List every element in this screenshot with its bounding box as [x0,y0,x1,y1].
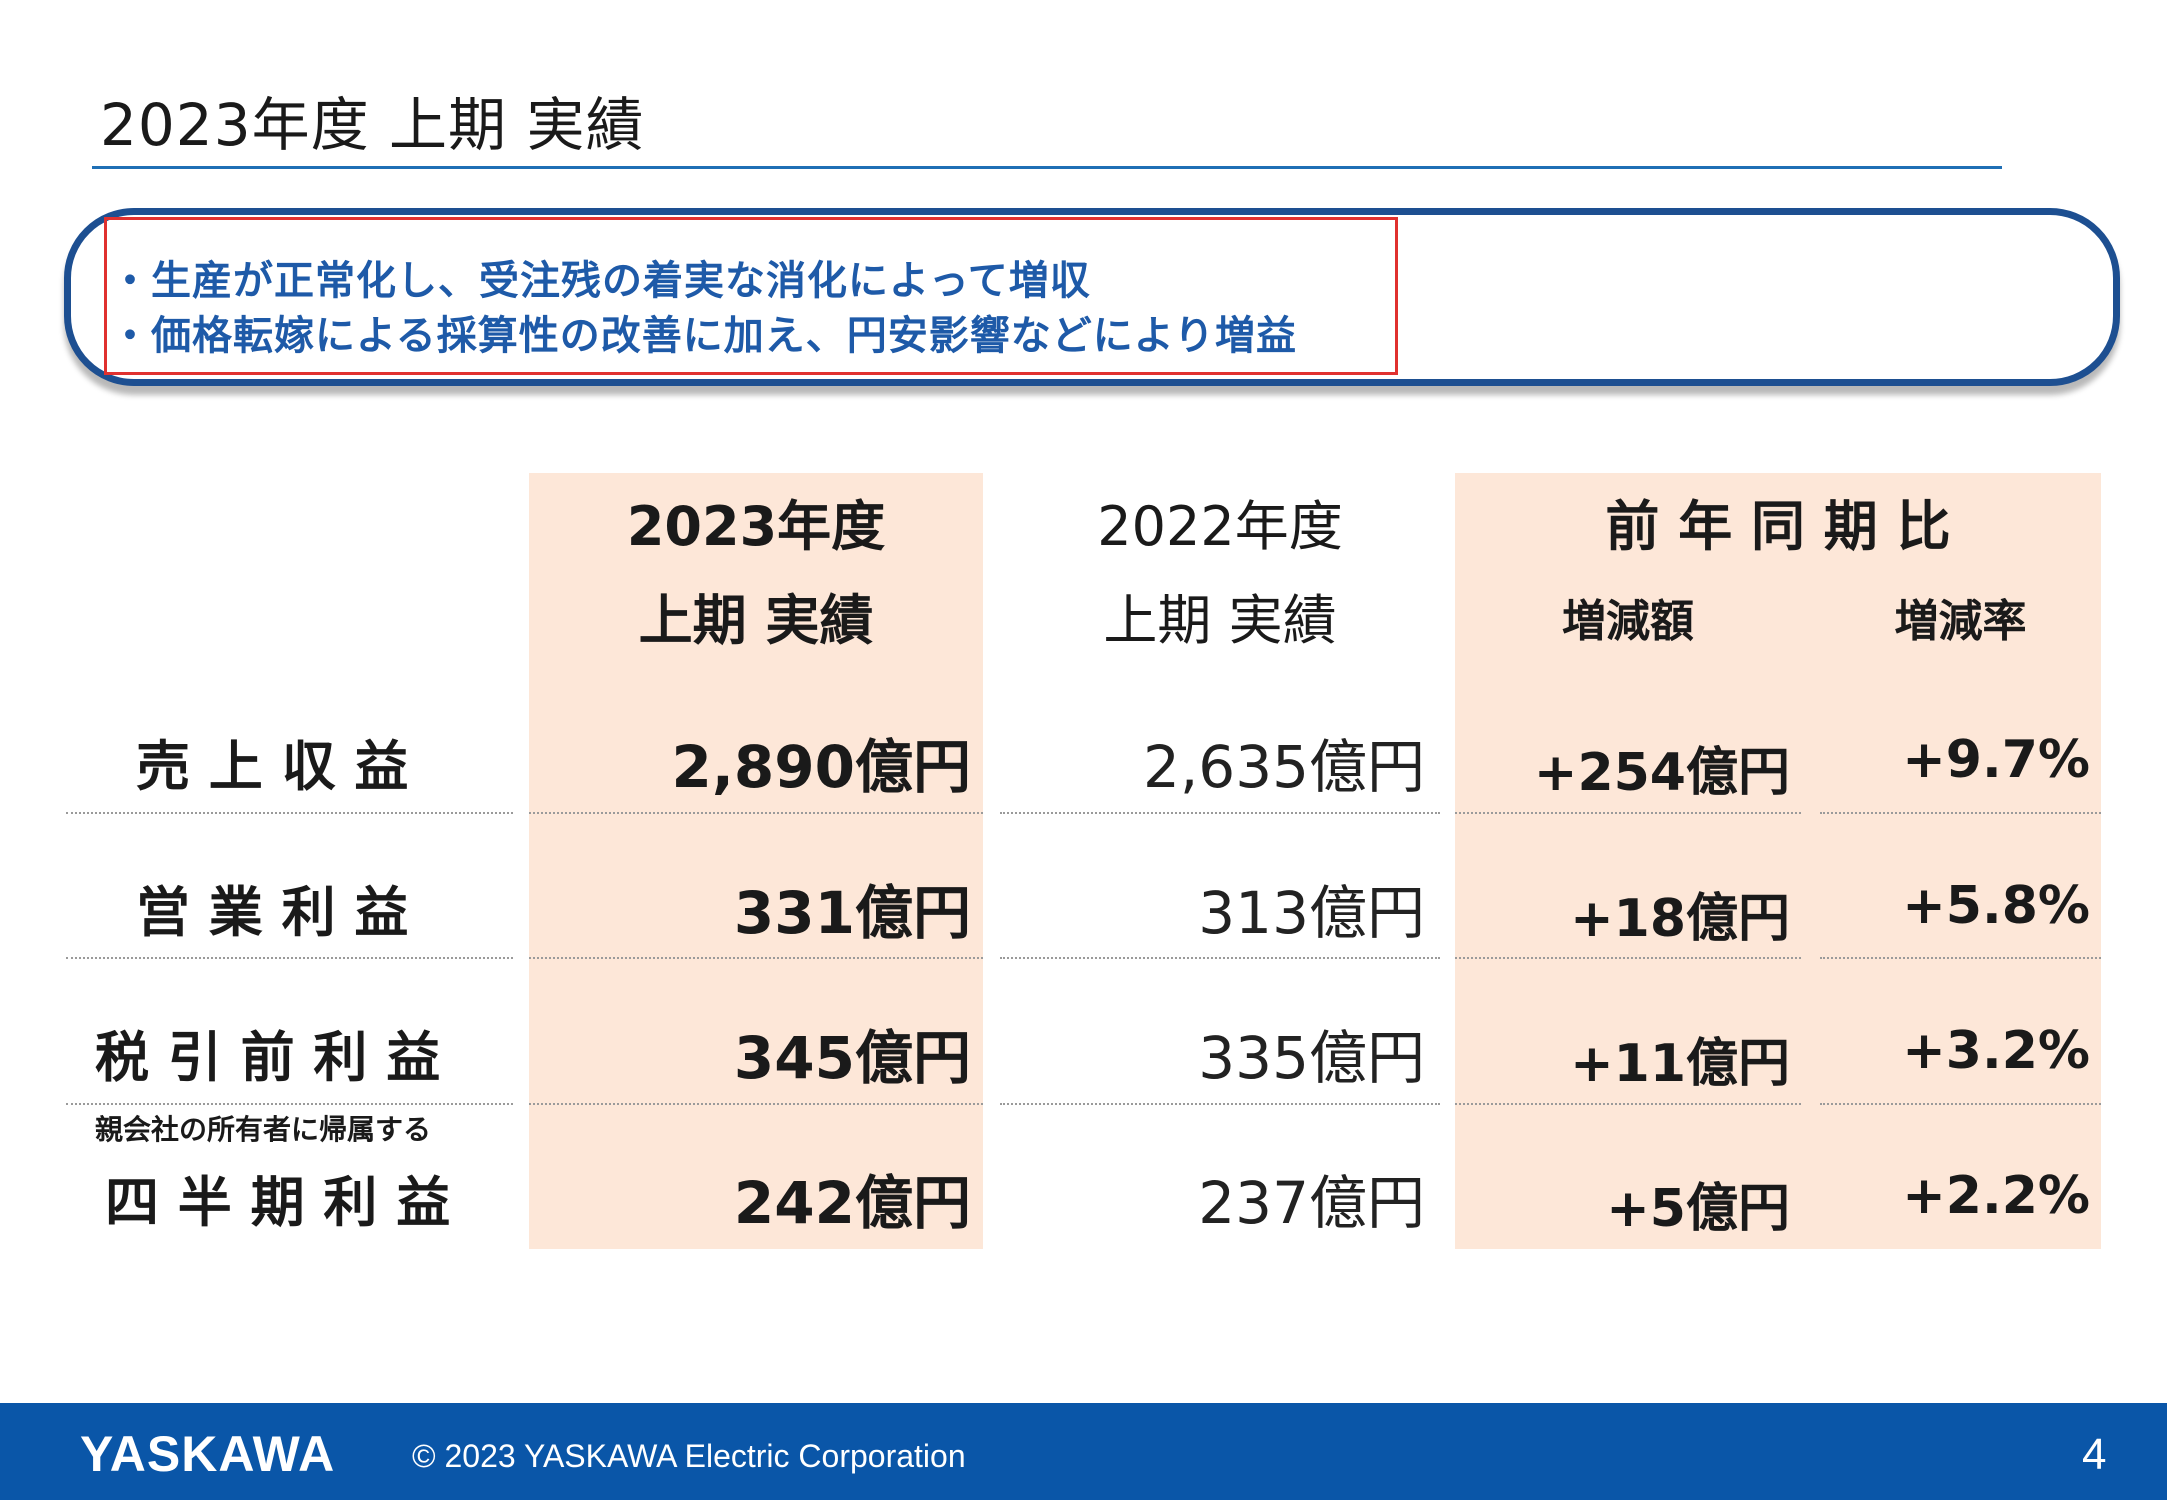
header-change-rate: 増減率 [1894,596,2027,647]
row-separator [529,812,983,814]
row-separator [529,1103,983,1105]
header-yoy: 前 年 同 期 比 [1605,495,1951,558]
current-period-column-bg [529,473,983,1249]
value-prev: 237億円 [1198,1169,1425,1237]
value-change: +11億円 [1570,1034,1790,1094]
summary-line: ・生産が正常化し、受注残の着実な消化によって増収 [110,258,1091,304]
value-rate: +3.2% [1902,1021,2090,1081]
summary-highlight-frame [104,217,1398,375]
row-separator [1455,1103,1801,1105]
row-sublabel-parent-owners: 親会社の所有者に帰属する [95,1113,432,1146]
row-separator [66,957,513,959]
header-change-amount: 増減額 [1562,596,1694,647]
value-change: +254億円 [1533,743,1790,803]
footer-bar [0,1403,2167,1500]
value-rate: +9.7% [1902,730,2090,790]
value-prev: 2,635億円 [1142,733,1425,801]
copyright-text: © 2023 YASKAWA Electric Corporation [412,1438,966,1474]
row-label-revenue: 売 上 収 益 [136,735,409,798]
title-divider [92,166,2002,169]
value-rate: +2.2% [1902,1166,2090,1226]
row-label-operating-profit: 営 業 利 益 [136,881,409,944]
value-current: 331億円 [733,879,971,947]
value-change: +5億円 [1606,1179,1790,1239]
header-prev-year: 2022年度 [1097,495,1343,558]
row-label-pretax-profit: 税 引 前 利 益 [95,1026,441,1089]
row-separator [1455,957,1801,959]
row-separator [1000,1103,1440,1105]
page-number: 4 [2082,1430,2107,1479]
summary-line: ・価格転嫁による採算性の改善に加え、円安影響などにより増益 [110,313,1297,359]
page-title: 2023年度 上期 実績 [100,91,645,159]
row-separator [1820,1103,2101,1105]
row-separator [1820,812,2101,814]
row-separator [1455,812,1801,814]
value-rate: +5.8% [1902,876,2090,936]
company-logo: YASKAWA [80,1426,336,1482]
row-separator [66,1103,513,1105]
value-prev: 313億円 [1198,879,1425,947]
value-current: 345億円 [733,1024,971,1092]
row-separator [1000,957,1440,959]
row-separator [529,957,983,959]
header-current-period: 上期 実績 [638,589,874,652]
row-label-quarterly-profit: 四 半 期 利 益 [105,1171,451,1234]
row-separator [66,812,513,814]
value-current: 242億円 [733,1169,971,1237]
summary-box [64,208,2120,386]
yoy-column-bg [1455,473,2101,1249]
value-current: 2,890億円 [671,733,971,801]
header-prev-period: 上期 実績 [1103,589,1337,652]
row-separator [1820,957,2101,959]
row-separator [1000,812,1440,814]
value-change: +18億円 [1570,889,1790,949]
header-current-year: 2023年度 [626,495,886,558]
value-prev: 335億円 [1198,1024,1425,1092]
